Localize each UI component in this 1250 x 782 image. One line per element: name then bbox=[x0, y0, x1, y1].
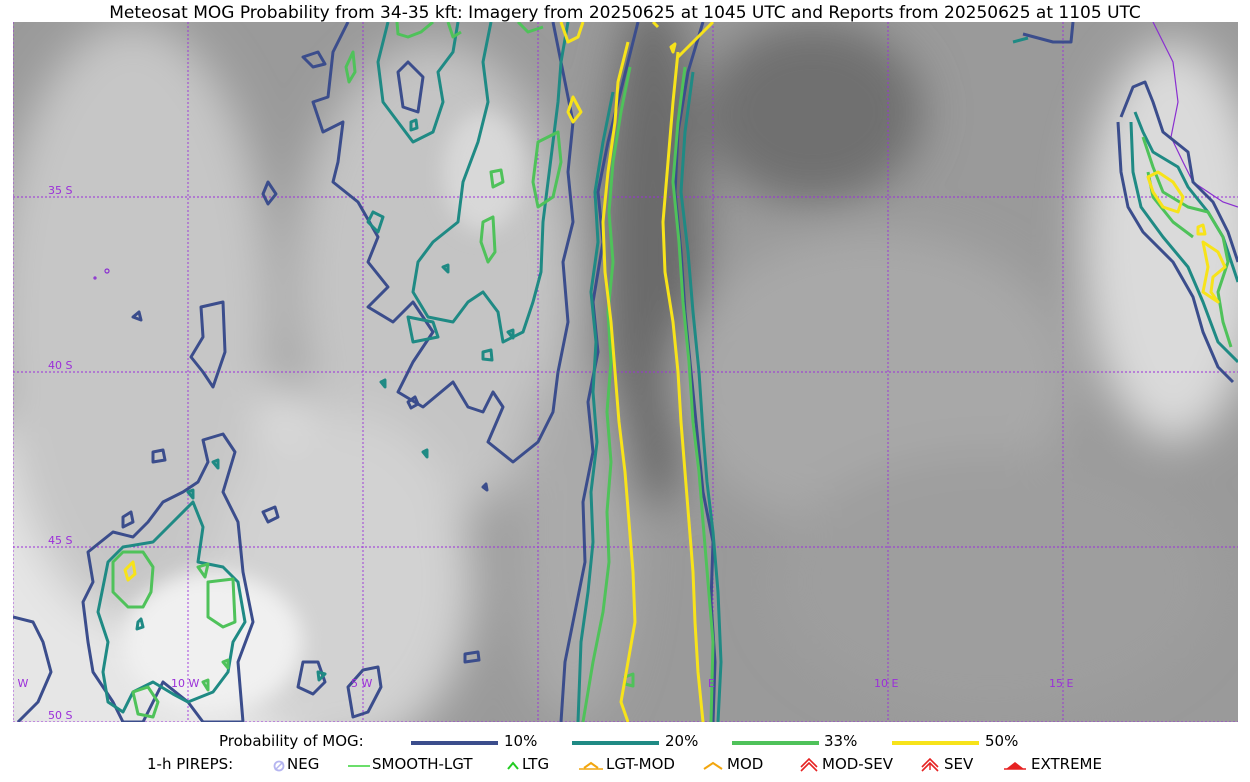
level-50-label: 50% bbox=[985, 732, 1019, 750]
probability-legend-title: Probability of MOG: bbox=[219, 732, 364, 750]
pirep-sev-label: SEV bbox=[944, 755, 974, 773]
filled-caret-icon bbox=[1004, 762, 1026, 770]
pirep-ltg-label: LTG bbox=[522, 755, 550, 773]
lon-label-5w: 5 W bbox=[351, 677, 373, 690]
double-caret-icon bbox=[921, 757, 939, 772]
level-33-swatch bbox=[732, 741, 819, 745]
pirep-mod-label: MOD bbox=[727, 755, 764, 773]
lat-label-35s: 35 S bbox=[48, 184, 73, 197]
lat-label-40s: 40 S bbox=[48, 359, 73, 372]
dash-icon bbox=[348, 765, 370, 767]
pirep-legend-title: 1-h PIREPS: bbox=[147, 755, 234, 773]
pirep-neg-label: NEG bbox=[287, 755, 320, 773]
caret-bar-icon bbox=[579, 761, 603, 770]
water-vapor-imagery bbox=[13, 22, 1238, 722]
level-33-label: 33% bbox=[824, 732, 858, 750]
map-title: Meteosat MOG Probability from 34-35 kft:… bbox=[109, 3, 1141, 23]
contour-33-percent bbox=[111, 22, 1233, 722]
level-10-swatch bbox=[411, 741, 498, 745]
lon-label-15w: 15 W bbox=[13, 677, 29, 690]
lon-label-10w: 10 W bbox=[171, 677, 200, 690]
pirep-extreme-label: EXTREME bbox=[1031, 755, 1102, 773]
map-canvas bbox=[13, 22, 1238, 722]
neg-circle-icon bbox=[273, 760, 285, 772]
satellite-map[interactable]: 35 S 40 S 45 S 50 S 15 W 10 W 5 W E 10 E… bbox=[13, 22, 1238, 722]
lat-label-50s: 50 S bbox=[48, 709, 73, 722]
level-20-label: 20% bbox=[665, 732, 699, 750]
level-50-swatch bbox=[892, 741, 979, 745]
lon-label-15e: 15 E bbox=[1049, 677, 1074, 690]
pirep-lgt-mod-label: LGT-MOD bbox=[606, 755, 675, 773]
level-10-label: 10% bbox=[504, 732, 538, 750]
lat-label-45s: 45 S bbox=[48, 534, 73, 547]
caret-icon bbox=[703, 761, 723, 770]
contour-20-percent bbox=[96, 22, 1238, 722]
pirep-mod-sev-label: MOD-SEV bbox=[822, 755, 893, 773]
double-caret-icon bbox=[800, 757, 818, 772]
lon-label-10e: 10 E bbox=[874, 677, 899, 690]
pirep-smooth-lgt-label: SMOOTH-LGT bbox=[372, 755, 473, 773]
caret-icon bbox=[507, 761, 519, 770]
contour-50-percent bbox=[123, 22, 1227, 722]
probability-legend: Probability of MOG: 10% 20% 33% 50% bbox=[0, 732, 1250, 752]
pirep-legend: 1-h PIREPS: NEG SMOOTH-LGT LTG LGT-MOD M… bbox=[0, 755, 1250, 775]
lon-label-0e: E bbox=[708, 677, 715, 690]
level-20-swatch bbox=[572, 741, 659, 745]
coastline bbox=[93, 22, 1238, 280]
